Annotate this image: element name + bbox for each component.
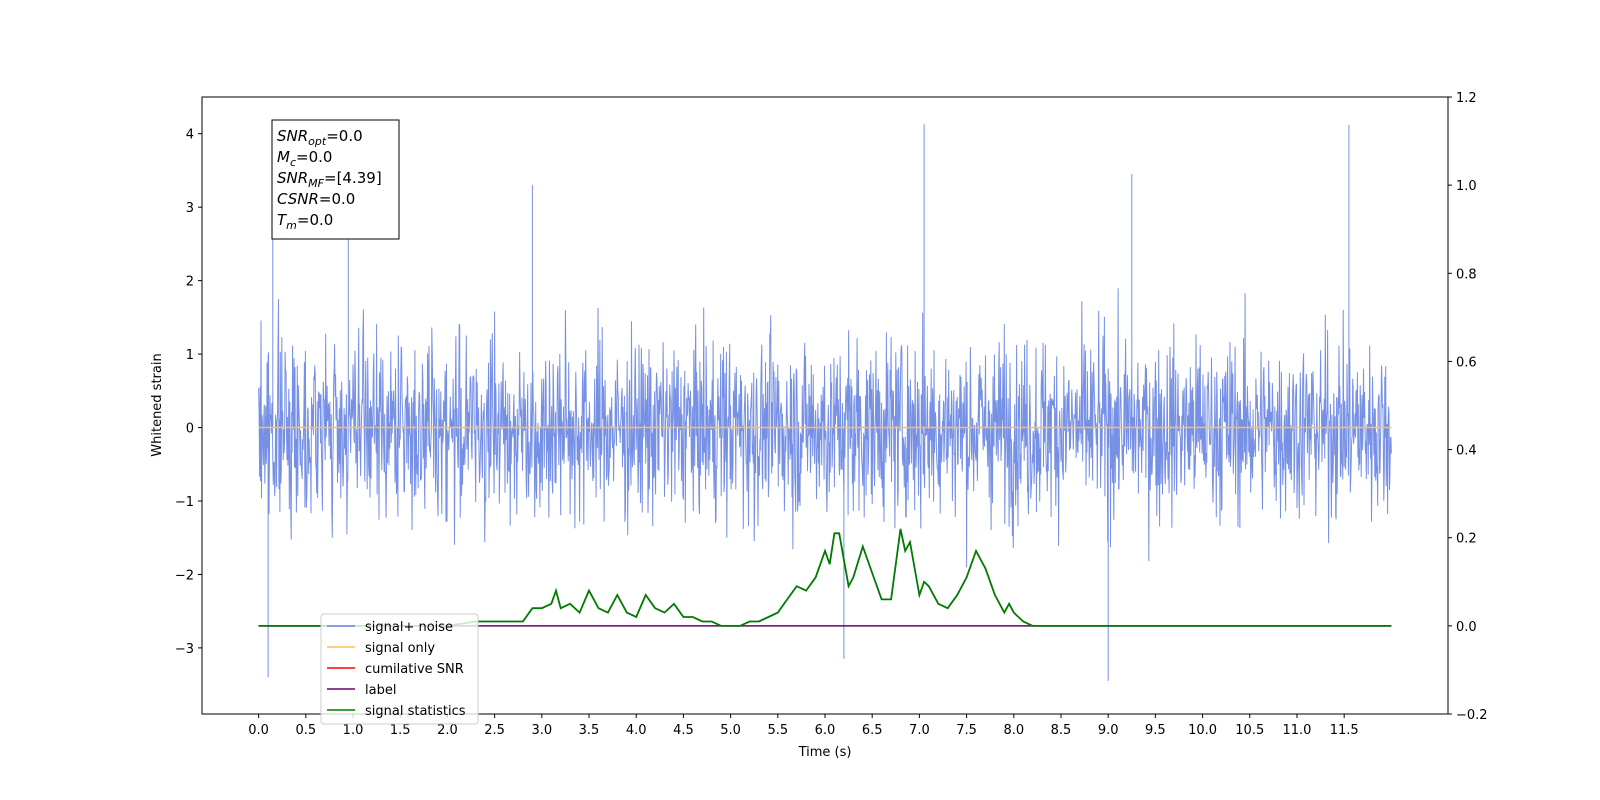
legend-label: signal statistics (365, 704, 466, 719)
x-tick-label: 10.5 (1235, 723, 1264, 738)
axes-frame (201, 96, 1449, 715)
y2-tick-label: 0.2 (1456, 532, 1477, 547)
x-tick-label: 4.5 (673, 723, 694, 738)
legend: signal+ noise signal only cumilative SNR la… (320, 613, 479, 725)
y-tick-label: −2 (175, 568, 194, 583)
y2-tick-label: 0.0 (1456, 620, 1477, 635)
x-tick-label: 2.0 (437, 723, 458, 738)
y-tick-label: −3 (175, 642, 194, 657)
y-tick-label: 3 (186, 201, 194, 216)
legend-label: signal+ noise (365, 620, 453, 635)
x-tick-label: 11.5 (1330, 723, 1359, 738)
x-tick-label: 9.5 (1145, 723, 1166, 738)
y-tick-label: 0 (186, 422, 194, 437)
legend-frame (320, 613, 479, 725)
stats-box-frame (271, 119, 400, 240)
x-tick-label: 3.5 (579, 723, 600, 738)
x-axis-label: Time (s) (798, 745, 852, 760)
x-tick-label: 11.0 (1282, 723, 1311, 738)
stat-line: Tm=0.0 (277, 211, 333, 232)
y2-axis-ticks: 1.2 1.0 0.8 0.6 0.4 0.2 0.0 −0.2 (1448, 91, 1488, 723)
x-tick-label: 0.0 (248, 723, 269, 738)
x-tick-label: 1.0 (343, 723, 364, 738)
x-axis-ticks: 0.0 0.5 1.0 1.5 2.0 2.5 3.0 3.5 4.0 4.5 5.0 5.5 6.0 6… (248, 714, 1359, 738)
x-tick-label: 8.5 (1051, 723, 1072, 738)
x-tick-label: 4.0 (626, 723, 647, 738)
x-tick-label: 10.0 (1188, 723, 1217, 738)
y2-tick-label: 0.8 (1456, 267, 1477, 282)
y-axis-ticks: 4 3 2 1 0 −1 −2 −3 (175, 128, 202, 657)
legend-label: signal only (365, 641, 435, 656)
x-tick-label: 0.5 (295, 723, 316, 738)
stat-line: SNRMF=[4.39] (277, 169, 382, 190)
y2-tick-label: 0.6 (1456, 355, 1477, 370)
y-tick-label: 1 (186, 348, 194, 363)
y2-tick-label: 1.2 (1456, 91, 1477, 106)
x-tick-label: 7.5 (956, 723, 977, 738)
x-tick-label: 8.0 (1003, 723, 1024, 738)
y-axis-label: Whitened strain (150, 353, 165, 456)
x-tick-label: 5.5 (767, 723, 788, 738)
series-signal-statistics-line (258, 528, 1392, 627)
series-signal-plus-noise-line (258, 124, 1392, 681)
y-tick-label: −1 (175, 495, 194, 510)
plot-area (258, 124, 1392, 681)
x-tick-label: 7.0 (909, 723, 930, 738)
y-tick-label: 2 (186, 275, 194, 290)
legend-label: label (365, 683, 396, 698)
stat-line: Mc=0.0 (277, 148, 332, 169)
x-tick-label: 3.0 (531, 723, 552, 738)
y2-tick-label: 0.4 (1456, 444, 1477, 459)
x-tick-label: 6.0 (815, 723, 836, 738)
x-tick-label: 9.0 (1098, 723, 1119, 738)
x-tick-label: 6.5 (862, 723, 883, 738)
x-tick-label: 5.0 (720, 723, 741, 738)
x-tick-label: 2.5 (484, 723, 505, 738)
y-tick-label: 4 (186, 128, 194, 143)
legend-label: cumilative SNR (365, 662, 464, 677)
y2-tick-label: 1.0 (1456, 179, 1477, 194)
stat-line: SNRopt=0.0 (277, 127, 363, 148)
x-tick-label: 1.5 (390, 723, 411, 738)
y2-tick-label: −0.2 (1456, 708, 1488, 723)
stat-line: CSNR=0.0 (277, 190, 355, 208)
